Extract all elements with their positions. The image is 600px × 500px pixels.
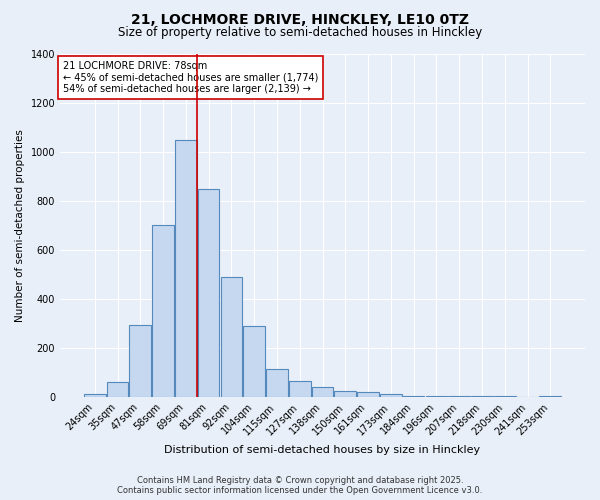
Bar	[425, 396, 447, 397]
Bar	[84, 394, 106, 397]
Text: Contains HM Land Registry data © Crown copyright and database right 2025.
Contai: Contains HM Land Registry data © Crown c…	[118, 476, 482, 495]
X-axis label: Distribution of semi-detached houses by size in Hinckley: Distribution of semi-detached houses by …	[164, 445, 481, 455]
Text: 21 LOCHMORE DRIVE: 78sqm
← 45% of semi-detached houses are smaller (1,774)
54% o: 21 LOCHMORE DRIVE: 78sqm ← 45% of semi-d…	[62, 61, 318, 94]
Bar	[175, 140, 197, 397]
Bar	[471, 396, 493, 397]
Bar	[494, 396, 515, 397]
Bar	[312, 387, 334, 397]
Bar	[403, 396, 424, 397]
Bar	[244, 326, 265, 397]
Bar	[380, 394, 401, 397]
Bar	[539, 396, 561, 397]
Bar	[107, 382, 128, 397]
Bar	[334, 391, 356, 397]
Text: 21, LOCHMORE DRIVE, HINCKLEY, LE10 0TZ: 21, LOCHMORE DRIVE, HINCKLEY, LE10 0TZ	[131, 12, 469, 26]
Bar	[198, 188, 220, 397]
Y-axis label: Number of semi-detached properties: Number of semi-detached properties	[15, 129, 25, 322]
Text: Size of property relative to semi-detached houses in Hinckley: Size of property relative to semi-detach…	[118, 26, 482, 39]
Bar	[152, 226, 174, 397]
Bar	[357, 392, 379, 397]
Bar	[130, 324, 151, 397]
Bar	[266, 368, 288, 397]
Bar	[448, 396, 470, 397]
Bar	[221, 277, 242, 397]
Bar	[289, 381, 311, 397]
